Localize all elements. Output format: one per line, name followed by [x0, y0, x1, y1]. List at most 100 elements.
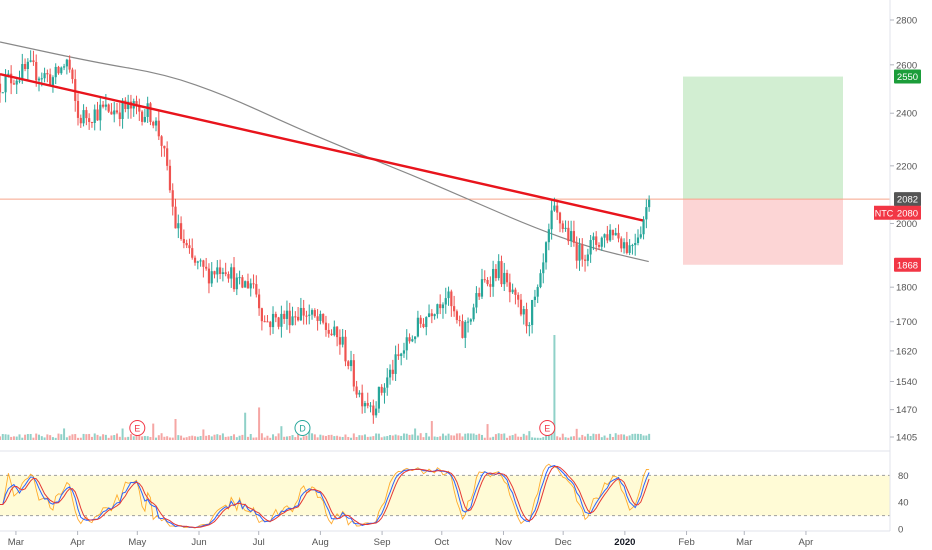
- candle-body: [556, 205, 559, 213]
- candle-body: [127, 101, 130, 110]
- candle-body: [227, 274, 230, 279]
- candle-body: [177, 223, 180, 229]
- volume-bar: [383, 436, 386, 440]
- candle-body: [494, 268, 498, 279]
- price-badge-box: [894, 192, 921, 207]
- volume-bar: [570, 436, 573, 440]
- candle-body: [32, 60, 35, 63]
- volume-bar: [152, 423, 155, 440]
- price-tick-label: 1470: [896, 405, 917, 416]
- candle-body: [104, 104, 107, 107]
- candle-body: [310, 310, 314, 315]
- volume-bar: [18, 434, 21, 440]
- volume-bar: [506, 437, 509, 440]
- candle-body: [639, 234, 642, 238]
- candle-body: [505, 272, 509, 283]
- candle-body: [372, 405, 375, 416]
- candle-body: [634, 243, 637, 246]
- volume-bar: [224, 436, 227, 440]
- long-position-tool[interactable]: [0, 76, 890, 265]
- volume-bar: [96, 434, 99, 440]
- volume-bar: [338, 436, 341, 440]
- candle-body: [74, 79, 77, 101]
- candle-body: [361, 392, 364, 407]
- trendline[interactable]: [0, 73, 644, 222]
- event-marker[interactable]: E: [539, 420, 556, 436]
- volume-bar: [533, 437, 536, 440]
- candle-body: [528, 325, 531, 327]
- volume-bar: [486, 424, 489, 440]
- candle-body: [46, 73, 49, 75]
- candle-body: [592, 236, 595, 241]
- volume-bar: [363, 434, 366, 440]
- candle-body: [366, 403, 369, 406]
- oscillator-tick-label: 0: [898, 525, 903, 536]
- volume-bar: [469, 433, 472, 440]
- candle-body: [269, 321, 272, 328]
- candle-body: [497, 261, 500, 279]
- candle-body: [146, 103, 149, 117]
- candle-body: [391, 369, 394, 374]
- volume-bar: [414, 428, 417, 440]
- volume-bar: [422, 437, 425, 440]
- volume-bar: [606, 437, 609, 440]
- candle-body: [433, 314, 436, 317]
- candle-body: [567, 227, 570, 242]
- candle-body: [308, 314, 311, 316]
- candle-body: [291, 316, 294, 326]
- event-marker[interactable]: E: [129, 420, 146, 436]
- candle-body: [319, 313, 322, 321]
- volume-bar: [397, 435, 400, 440]
- volume-bar: [458, 433, 461, 440]
- volume-bar: [135, 434, 138, 440]
- volume-bar: [177, 435, 180, 440]
- candle-body: [595, 236, 598, 245]
- volume-bar: [489, 437, 492, 440]
- candle-body: [363, 403, 367, 407]
- candle-body: [1, 92, 4, 94]
- volume-bar: [405, 433, 408, 440]
- volume-bar: [564, 437, 567, 440]
- volume-bar: [107, 437, 110, 440]
- symbol-tag-label: NTC: [875, 208, 894, 218]
- candle-body: [522, 309, 525, 315]
- price-axis[interactable]: 80 40 0 2800 2600 2400 2200 2000 1800 1700 1620 154…: [889, 0, 917, 536]
- candle-body: [283, 313, 286, 319]
- candle-body: [322, 313, 325, 323]
- candle-body: [478, 293, 481, 297]
- volume-bar: [29, 433, 32, 440]
- candle-body: [174, 206, 177, 229]
- candle-body: [213, 271, 216, 275]
- volume-bar: [391, 435, 394, 440]
- volume-bar: [589, 436, 592, 440]
- volume-bar: [283, 436, 286, 440]
- candle-body: [110, 111, 113, 115]
- event-marker[interactable]: D: [294, 420, 311, 436]
- candle-body: [583, 259, 587, 261]
- volume-bar: [63, 428, 66, 440]
- candle-body: [285, 310, 289, 319]
- candle-body: [525, 309, 528, 327]
- candle-body: [12, 83, 16, 85]
- volume-bar: [464, 433, 467, 440]
- time-axis[interactable]: Mar Apr May Jun Jul Aug Sep Oct Nov Dec 2020 Feb Mar…: [0, 530, 890, 548]
- volume-bar: [160, 433, 163, 440]
- price-badge: 2082: [894, 192, 921, 207]
- volume-bar: [174, 419, 177, 440]
- candle-body: [199, 260, 202, 262]
- candle-body: [414, 336, 417, 340]
- volume-bar: [163, 436, 166, 440]
- candle-body: [90, 122, 94, 124]
- candle-body: [305, 315, 308, 317]
- candle-body: [444, 298, 447, 305]
- volume-bar: [642, 435, 645, 440]
- volume-bar: [620, 434, 623, 440]
- candle-body: [299, 307, 302, 321]
- volume-bar: [330, 434, 333, 440]
- volume-bar: [46, 434, 49, 440]
- event-marker-label: E: [134, 424, 140, 434]
- volume-bar: [166, 436, 169, 440]
